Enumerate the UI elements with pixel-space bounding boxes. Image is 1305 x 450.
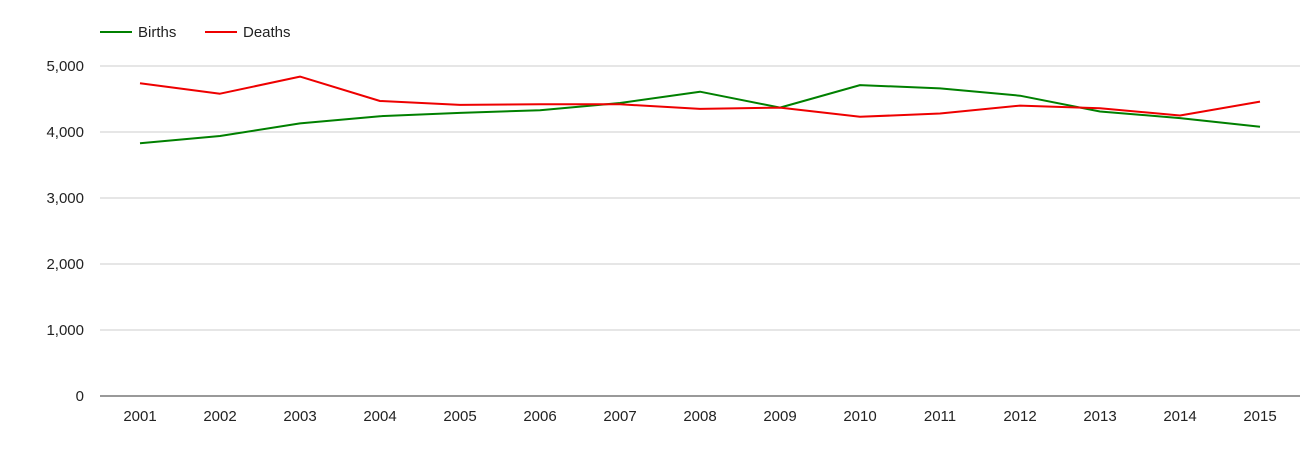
x-tick-label: 2011 bbox=[924, 408, 956, 425]
gridlines bbox=[100, 65, 1300, 397]
y-tick-label: 3,000 bbox=[46, 190, 84, 207]
x-axis-ticks: 2001 2002 2003 2004 2005 2006 2007 2008 2009 2010… bbox=[123, 408, 1276, 425]
legend: Births Deaths bbox=[100, 24, 291, 41]
x-tick-label: 2002 bbox=[203, 408, 236, 425]
y-tick-label: 2,000 bbox=[46, 256, 84, 273]
series-line-deaths bbox=[139, 75, 1261, 118]
x-tick-label: 2015 bbox=[1243, 408, 1276, 425]
x-tick-label: 2012 bbox=[1003, 408, 1036, 425]
x-tick-label: 2006 bbox=[523, 408, 556, 425]
legend-item-deaths[interactable]: Deaths bbox=[205, 24, 291, 41]
x-tick-label: 2014 bbox=[1163, 408, 1196, 425]
x-tick-label: 2003 bbox=[283, 408, 316, 425]
x-tick-label: 2004 bbox=[363, 408, 396, 425]
x-tick-label: 2005 bbox=[443, 408, 476, 425]
x-tick-label: 2007 bbox=[603, 408, 636, 425]
series-line-births bbox=[139, 84, 1261, 145]
x-tick-label: 2008 bbox=[683, 408, 716, 425]
y-tick-label: 1,000 bbox=[46, 322, 84, 339]
y-tick-label: 5,000 bbox=[46, 58, 84, 75]
y-axis-ticks: 0 1,000 2,000 3,000 4,000 5,000 bbox=[46, 58, 84, 405]
x-tick-label: 2001 bbox=[123, 408, 156, 425]
legend-label: Births bbox=[138, 24, 176, 41]
y-tick-label: 0 bbox=[76, 388, 84, 405]
y-tick-label: 4,000 bbox=[46, 124, 84, 141]
legend-label: Deaths bbox=[243, 24, 291, 41]
series-lines bbox=[139, 75, 1261, 145]
x-tick-label: 2013 bbox=[1083, 408, 1116, 425]
legend-item-births[interactable]: Births bbox=[100, 24, 176, 41]
x-tick-label: 2010 bbox=[843, 408, 876, 425]
x-tick-label: 2009 bbox=[763, 408, 796, 425]
